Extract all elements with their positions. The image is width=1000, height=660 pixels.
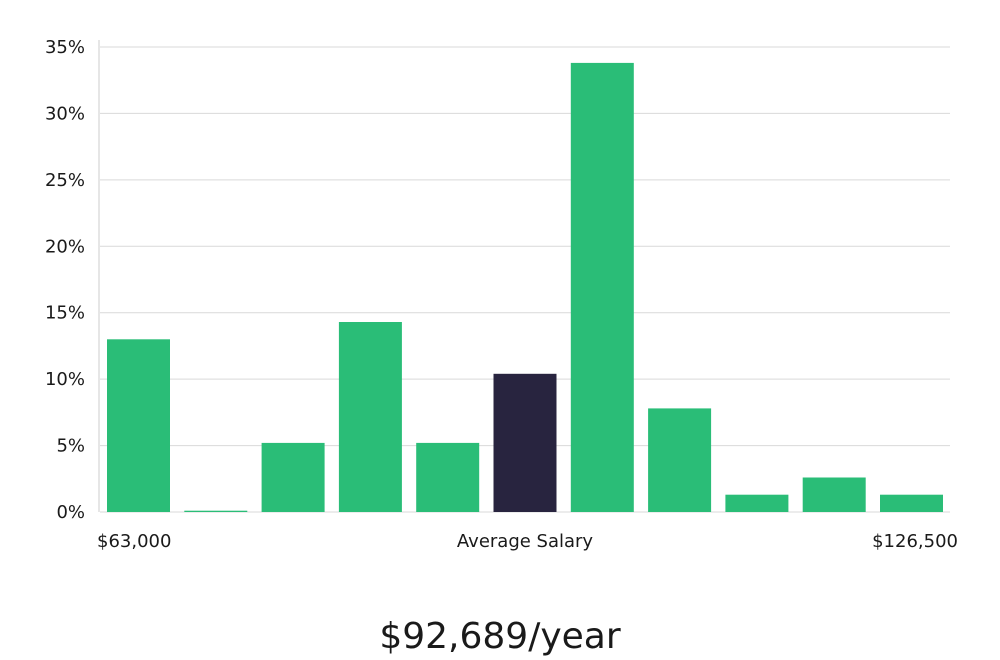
- bar: [802, 477, 866, 512]
- average-salary-value: $92,689/year: [379, 616, 621, 657]
- y-tick-label: 10%: [45, 369, 85, 390]
- bar: [648, 408, 712, 512]
- y-tick-label: 15%: [45, 303, 85, 324]
- bars: [107, 62, 943, 513]
- y-tick-label: 30%: [45, 103, 85, 124]
- bar: [261, 442, 325, 512]
- bar: [184, 510, 248, 512]
- bar: [107, 339, 170, 512]
- bar: [880, 494, 943, 512]
- bar: [416, 442, 480, 512]
- bar: [338, 322, 402, 512]
- y-tick-label: 0%: [56, 502, 85, 523]
- bar-average-salary: [493, 373, 557, 512]
- y-tick-label: 20%: [45, 236, 85, 257]
- y-tick-label: 35%: [45, 37, 85, 58]
- bar: [570, 62, 634, 513]
- average-salary-label: Average Salary: [457, 531, 594, 552]
- min-salary-label: $63,000: [97, 531, 171, 552]
- y-tick-label: 5%: [56, 436, 85, 457]
- bar: [725, 494, 789, 512]
- max-salary-label: $126,500: [872, 531, 958, 552]
- y-tick-label: 25%: [45, 170, 85, 191]
- y-axis-ticks: 0% 5% 10% 15% 20% 25% 30% 35%: [45, 37, 85, 523]
